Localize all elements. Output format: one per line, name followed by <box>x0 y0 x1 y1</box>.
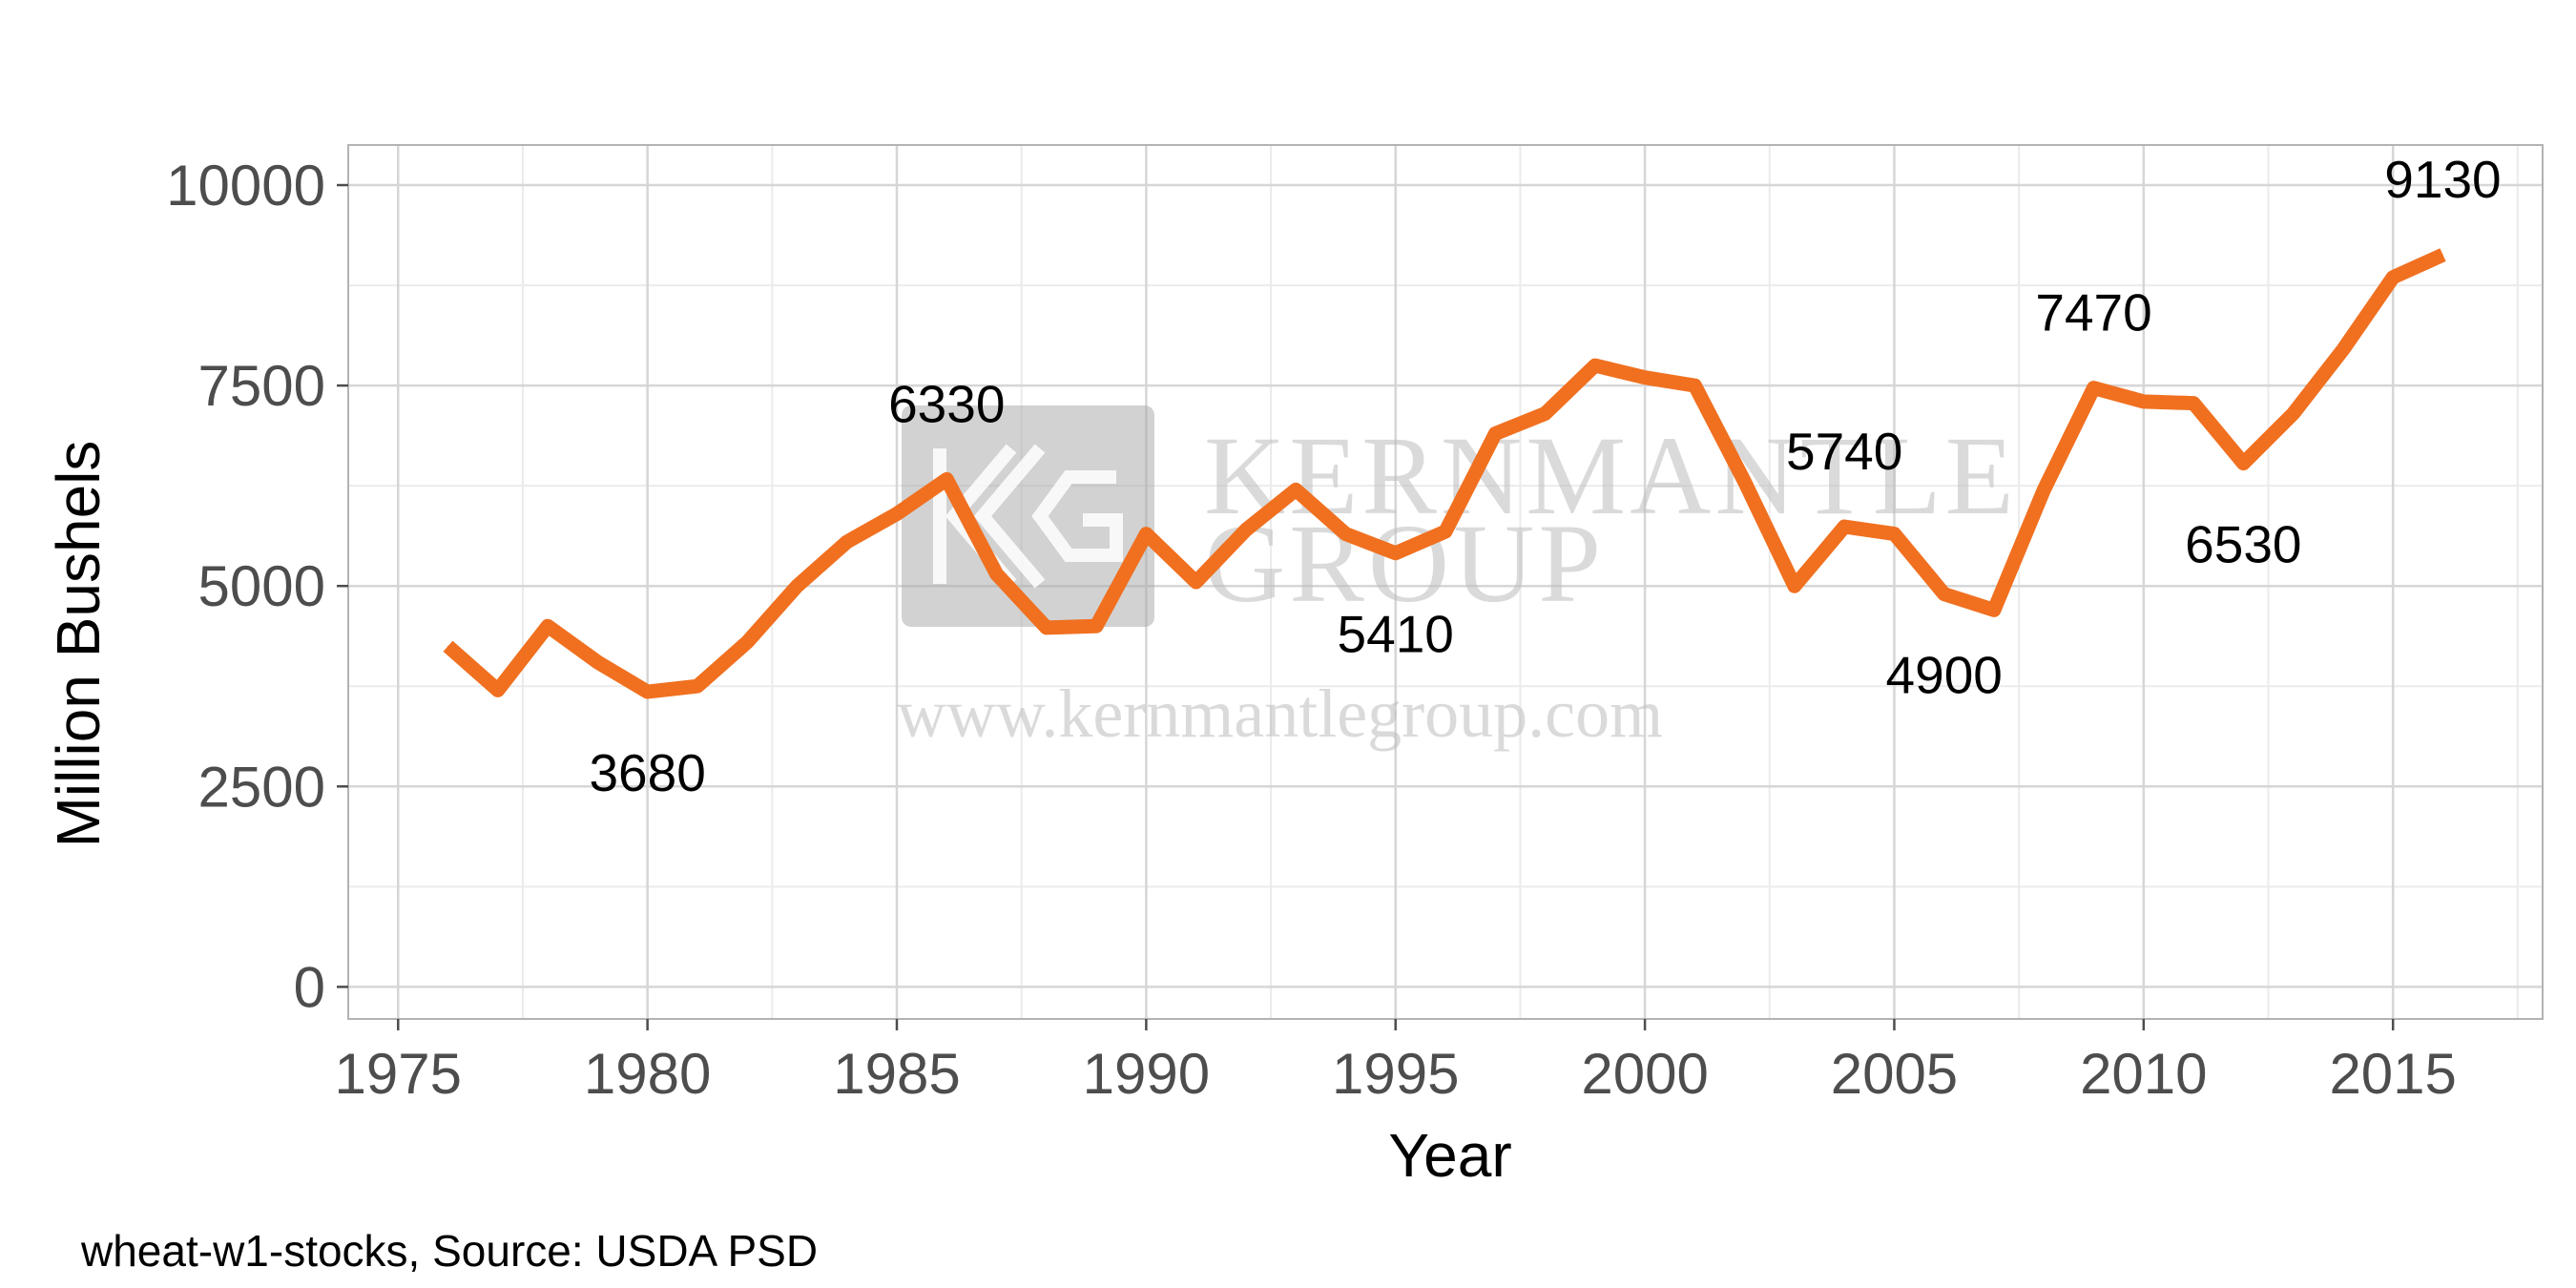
data-label: 3680 <box>589 743 705 802</box>
data-point <box>547 625 549 627</box>
data-label: 5410 <box>1338 605 1454 664</box>
watermark-title-line2: GROUP <box>1204 501 1605 626</box>
data-label: 9130 <box>2384 150 2501 209</box>
watermark-logo-icon <box>933 444 1123 589</box>
data-points <box>447 254 2443 693</box>
major-grid <box>348 145 2543 1019</box>
x-tick-label: 2000 <box>1581 1042 1708 1106</box>
data-labels: 3680 6330 5410 5740 4900 7470 6530 9130 <box>589 150 2501 802</box>
chart-caption: wheat-w1-stocks, Source: USDA PSD <box>80 1226 818 1276</box>
data-point <box>1195 581 1197 583</box>
data-point <box>746 641 748 643</box>
data-point <box>1644 377 1646 379</box>
x-tick-label: 1980 <box>584 1042 711 1106</box>
data-point <box>945 478 947 480</box>
data-point <box>1993 609 1995 611</box>
x-tick-label: 1985 <box>833 1042 960 1106</box>
x-axis-ticks: 1975 1980 1985 1990 1995 2000 2005 2010 2015 <box>335 1019 2457 1106</box>
watermark-url: www.kernmantlegroup.com <box>897 675 1663 752</box>
data-point <box>2242 463 2244 465</box>
y-tick-label: 7500 <box>198 354 325 418</box>
x-tick-label: 1995 <box>1332 1042 1459 1106</box>
data-point <box>2143 401 2145 403</box>
x-axis-title: Year <box>1388 1121 1511 1190</box>
data-point <box>896 513 898 515</box>
data-point <box>1893 533 1895 535</box>
data-point <box>1843 526 1845 528</box>
data-point <box>1545 413 1547 415</box>
watermark: KERNMANTLE GROUP www.kernmantlegroup.com <box>897 405 2018 752</box>
data-label: 6330 <box>888 374 1005 433</box>
data-point <box>996 573 998 575</box>
data-point <box>1494 433 1496 435</box>
x-tick-label: 2015 <box>2329 1042 2456 1106</box>
data-point <box>2043 488 2045 490</box>
data-point <box>2093 387 2095 389</box>
data-point <box>2392 277 2394 279</box>
data-point <box>596 661 598 663</box>
data-point <box>1046 627 1048 629</box>
data-point <box>1095 625 1097 627</box>
y-axis-title: Million Bushels <box>44 441 113 848</box>
y-tick-label: 10000 <box>166 154 325 218</box>
data-point <box>1693 384 1695 386</box>
data-point <box>1794 585 1796 587</box>
data-point <box>497 689 499 691</box>
data-point <box>447 645 449 647</box>
watermark-logo-box <box>902 405 1154 627</box>
data-point <box>796 585 798 587</box>
x-tick-label: 2010 <box>2080 1042 2207 1106</box>
data-point <box>1594 364 1596 366</box>
x-tick-label: 1990 <box>1083 1042 1210 1106</box>
data-point <box>1395 552 1397 554</box>
data-point <box>1744 481 1746 483</box>
data-point <box>1444 530 1446 532</box>
data-point <box>1145 533 1147 535</box>
y-tick-label: 2500 <box>198 755 325 819</box>
data-label: 4900 <box>1886 646 2003 705</box>
x-tick-label: 2005 <box>1831 1042 1958 1106</box>
data-point <box>2192 403 2194 405</box>
data-label: 7470 <box>2035 283 2151 343</box>
data-point <box>696 685 698 687</box>
y-axis-ticks: 0 2500 5000 7500 10000 <box>166 154 348 1019</box>
data-point <box>1344 533 1346 535</box>
data-point <box>2342 348 2344 350</box>
x-tick-label: 1975 <box>335 1042 462 1106</box>
data-point <box>2293 413 2295 415</box>
data-label: 6530 <box>2185 515 2301 574</box>
minor-grid <box>348 145 2543 1019</box>
data-point <box>2441 254 2443 256</box>
data-label: 5740 <box>1786 422 1902 481</box>
data-point <box>1943 593 1945 595</box>
data-point <box>846 541 848 543</box>
plot-panel-border <box>347 144 2544 1020</box>
y-tick-label: 0 <box>294 955 325 1019</box>
data-point <box>647 691 649 693</box>
data-point <box>1295 488 1297 490</box>
watermark-title-line1: KERNMANTLE <box>1204 413 2018 538</box>
y-tick-label: 5000 <box>198 554 325 618</box>
